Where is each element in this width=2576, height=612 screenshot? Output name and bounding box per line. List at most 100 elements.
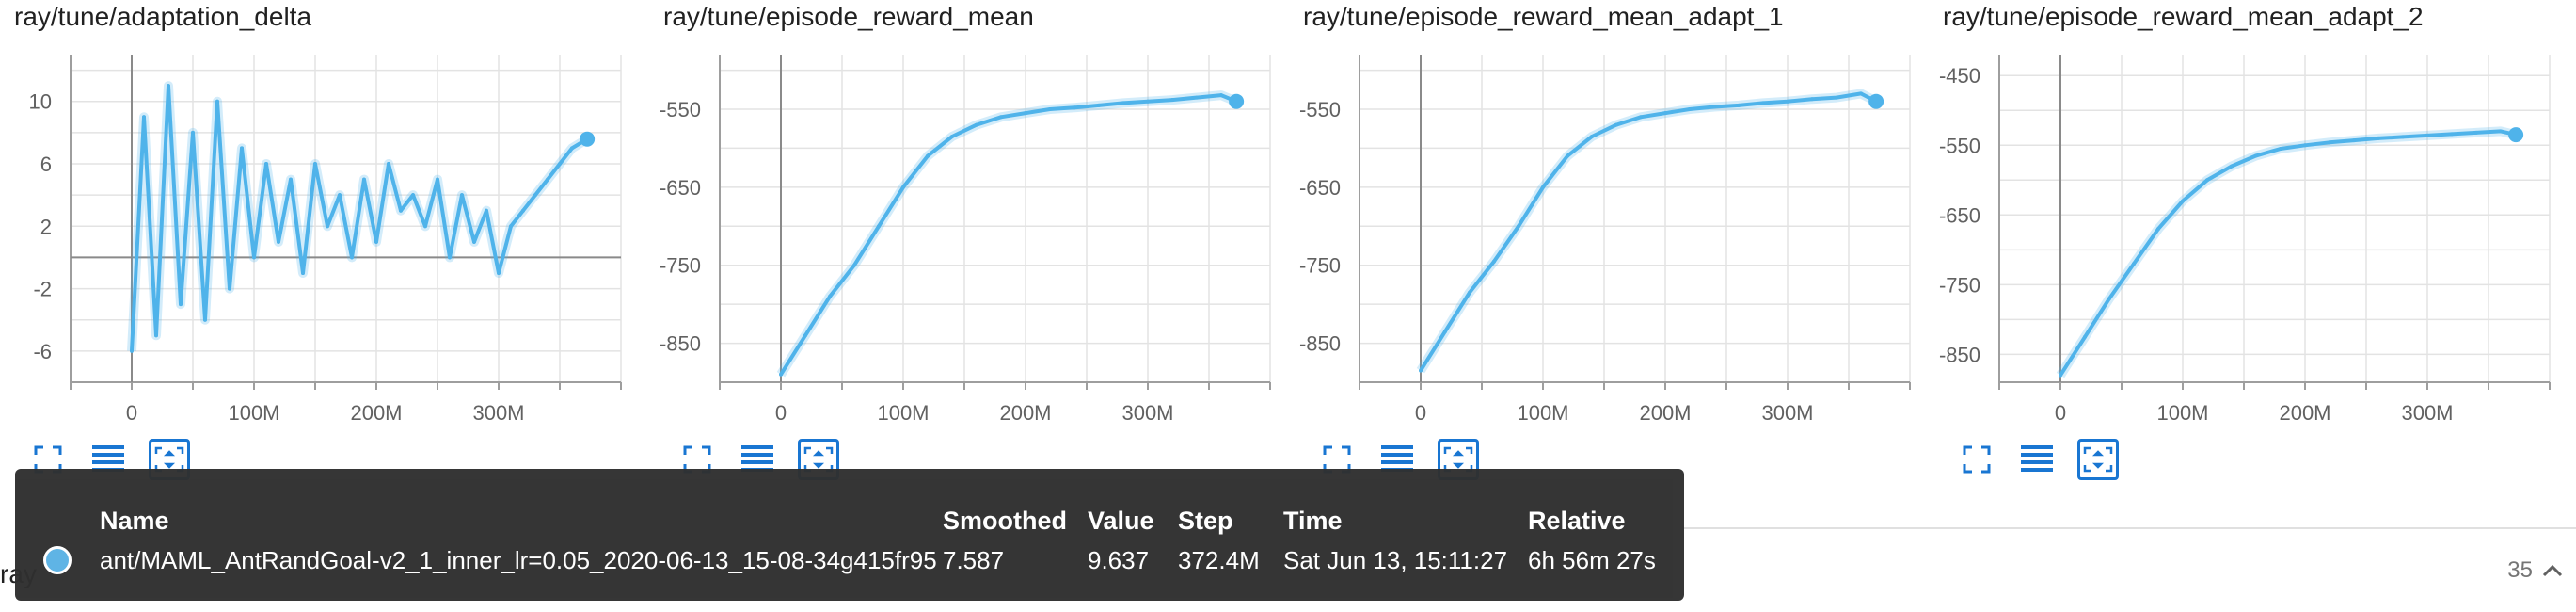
fit-domain-button[interactable] bbox=[2077, 439, 2119, 480]
data-point bbox=[999, 115, 1003, 120]
data-point bbox=[179, 302, 183, 307]
data-point bbox=[374, 239, 378, 244]
y-tick-label: -650 bbox=[660, 176, 701, 200]
data-point bbox=[877, 224, 881, 229]
data-point bbox=[338, 193, 342, 198]
x-tick-label: 300M bbox=[2401, 401, 2453, 425]
series-line bbox=[2059, 129, 2517, 377]
chart-title: ray/tune/episode_reward_mean bbox=[663, 2, 1034, 31]
grid-lines bbox=[1998, 55, 2551, 382]
x-tick-label: 200M bbox=[1639, 401, 1691, 425]
data-point bbox=[828, 294, 832, 298]
data-point bbox=[485, 208, 488, 213]
toggle-lines-icon bbox=[1381, 445, 1413, 472]
data-point bbox=[167, 84, 170, 89]
x-tick-label: 0 bbox=[2055, 401, 2066, 425]
data-point bbox=[1219, 93, 1223, 98]
x-tick-label: 100M bbox=[1517, 401, 1568, 425]
toggle-lines-icon bbox=[741, 445, 773, 472]
fullscreen-icon bbox=[34, 445, 62, 474]
group-count: 35 bbox=[2507, 557, 2533, 583]
data-point bbox=[436, 177, 439, 182]
fullscreen-button[interactable] bbox=[28, 440, 68, 479]
data-point bbox=[2059, 373, 2062, 378]
data-point bbox=[1170, 98, 1174, 103]
data-point bbox=[472, 239, 476, 244]
data-point bbox=[2279, 146, 2282, 151]
x-tick-label: 0 bbox=[1415, 401, 1426, 425]
chart-plot[interactable]: 10 6 2 -2 -6 0 100M 200M 300M bbox=[0, 47, 640, 443]
data-point bbox=[252, 255, 256, 260]
data-point bbox=[203, 317, 207, 322]
x-tick-label: 0 bbox=[126, 401, 137, 425]
toggle-lines-button[interactable] bbox=[1377, 440, 1417, 479]
chart-title: ray/tune/episode_reward_mean_adapt_1 bbox=[1303, 2, 1784, 31]
chart-plot[interactable]: -550 -650 -750 -850 0 100M 200M 300M bbox=[1289, 47, 1929, 443]
toggle-lines-button[interactable] bbox=[2017, 440, 2057, 479]
y-tick-label: 2 bbox=[40, 215, 52, 238]
data-point bbox=[1073, 105, 1076, 110]
data-point bbox=[313, 162, 317, 166]
fullscreen-button[interactable] bbox=[677, 440, 717, 479]
data-point bbox=[240, 146, 244, 151]
chart-toolbar bbox=[1957, 439, 2119, 480]
y-tick-label: 10 bbox=[29, 90, 52, 114]
group-count-toggle[interactable]: 35 bbox=[2507, 557, 2563, 584]
data-point bbox=[1443, 330, 1447, 334]
fullscreen-icon bbox=[683, 445, 711, 474]
data-point bbox=[2303, 143, 2307, 148]
toggle-lines-icon bbox=[92, 445, 124, 472]
y-tick-label: -550 bbox=[1299, 98, 1341, 121]
series-raw-band bbox=[1416, 89, 1879, 374]
chart-card-episode-reward-mean-adapt-2: ray/tune/episode_reward_mean_adapt_2 -45… bbox=[1929, 0, 2551, 490]
last-point-marker bbox=[580, 131, 596, 147]
x-tick-label: 300M bbox=[1761, 401, 1813, 425]
y-tick-label: -850 bbox=[1939, 343, 1980, 366]
y-tick-label: -550 bbox=[660, 98, 701, 121]
data-point bbox=[2181, 199, 2185, 203]
data-point bbox=[2230, 164, 2234, 169]
data-point bbox=[1859, 91, 1863, 96]
series-raw-band bbox=[776, 90, 1238, 378]
chart-title: ray/tune/adaptation_delta bbox=[14, 2, 312, 31]
data-point bbox=[191, 130, 195, 135]
series-line bbox=[130, 84, 589, 352]
data-point bbox=[570, 146, 574, 151]
y-tick-label: -650 bbox=[1939, 203, 1980, 227]
data-point bbox=[1810, 97, 1814, 102]
data-point bbox=[2254, 153, 2258, 158]
x-tick-label: 300M bbox=[472, 401, 524, 425]
data-point bbox=[1541, 185, 1545, 189]
toggle-lines-button[interactable] bbox=[88, 440, 128, 479]
data-point bbox=[2328, 140, 2331, 145]
data-point bbox=[2205, 178, 2209, 183]
series-raw-band bbox=[2056, 126, 2518, 378]
chart-plot[interactable]: -550 -650 -750 -850 0 100M 200M 300M bbox=[649, 47, 1289, 443]
data-point bbox=[448, 255, 452, 260]
data-point bbox=[2083, 334, 2087, 339]
tooltip-smoothed-value: 7.587 bbox=[943, 546, 1005, 574]
chart-plot[interactable]: -450 -550 -650 -750 -850 0 100M 200M 300M bbox=[1929, 47, 2568, 443]
y-tick-label: -6 bbox=[33, 340, 52, 363]
toggle-lines-button[interactable] bbox=[738, 440, 777, 479]
tooltip-header-value: Value bbox=[1088, 507, 1154, 535]
y-tick-label: -650 bbox=[1299, 176, 1341, 200]
data-point bbox=[2132, 262, 2136, 266]
section-divider bbox=[1684, 527, 2576, 529]
data-point bbox=[2450, 132, 2454, 137]
data-point bbox=[399, 208, 403, 213]
data-point bbox=[460, 193, 464, 198]
tooltip-header-time: Time bbox=[1283, 507, 1343, 535]
fullscreen-button[interactable] bbox=[1957, 440, 1996, 479]
data-point bbox=[509, 224, 513, 229]
data-point bbox=[215, 99, 219, 104]
last-point-marker bbox=[1868, 93, 1884, 109]
data-point bbox=[950, 135, 954, 138]
data-point bbox=[1786, 99, 1789, 104]
y-tick-label: -550 bbox=[1939, 134, 1980, 157]
chart-card-episode-reward-mean: ray/tune/episode_reward_mean -550 -650 -75… bbox=[649, 0, 1271, 490]
data-point bbox=[1419, 368, 1423, 373]
fullscreen-button[interactable] bbox=[1317, 440, 1357, 479]
hover-tooltip: Name Smoothed Value Step Time Relative a… bbox=[15, 469, 1684, 601]
data-point bbox=[1835, 95, 1838, 100]
